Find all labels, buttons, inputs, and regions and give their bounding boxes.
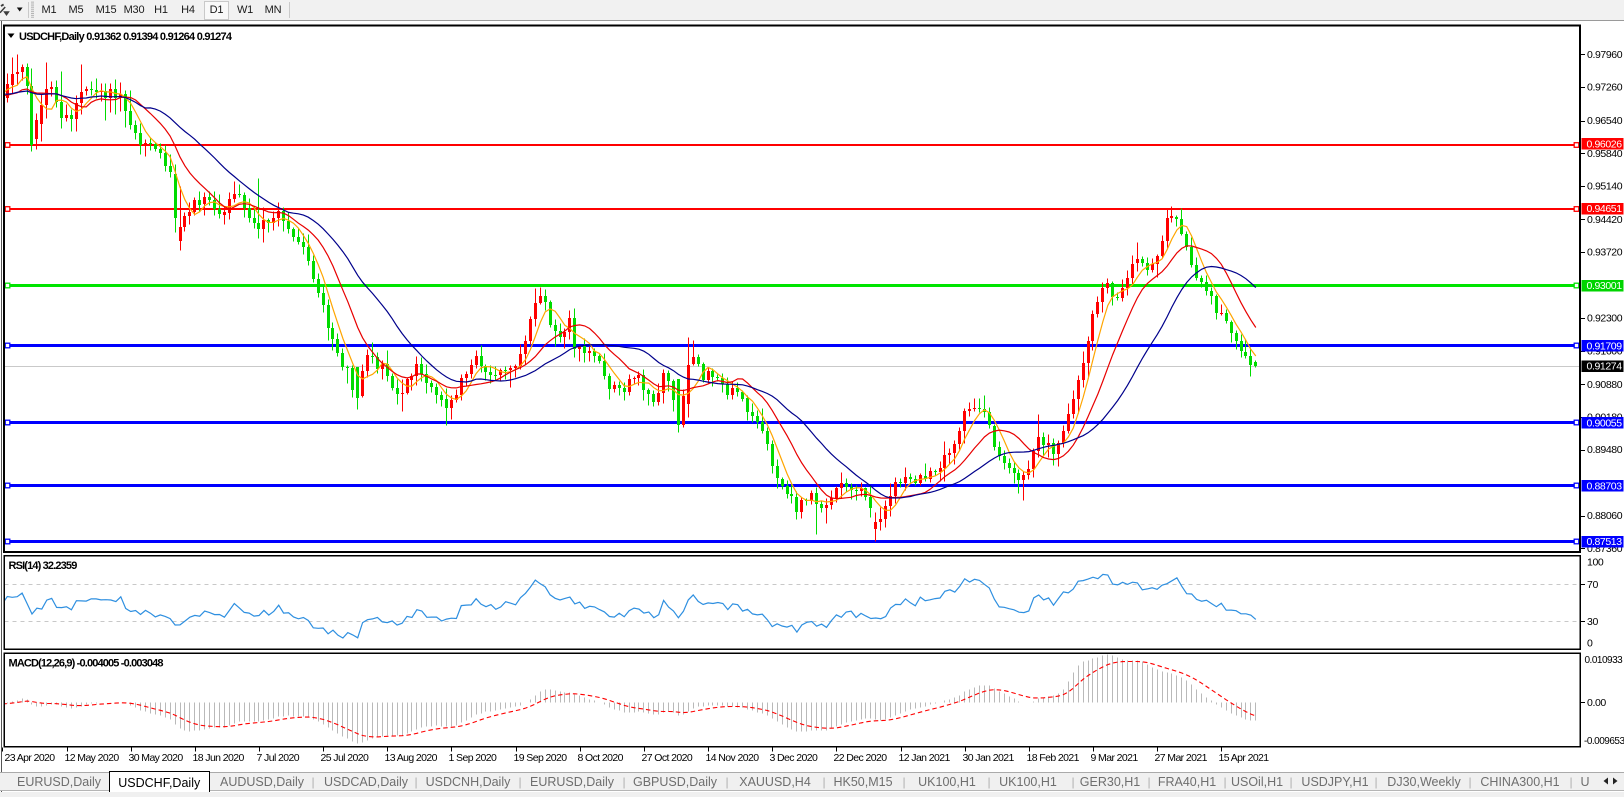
svg-text:0.88060: 0.88060	[1587, 510, 1623, 522]
svg-text:0.00: 0.00	[1587, 697, 1606, 709]
svg-text:0.010933: 0.010933	[1585, 655, 1624, 666]
svg-text:0.97260: 0.97260	[1587, 82, 1623, 94]
svg-text:USDCHF,Daily 0.91362 0.91394: USDCHF,Daily 0.91362 0.91394 0.91264 0.9…	[19, 31, 233, 43]
svg-text:100: 100	[1587, 557, 1604, 569]
svg-text:30 Jan 2021: 30 Jan 2021	[963, 752, 1015, 764]
svg-text:0.91274: 0.91274	[1587, 361, 1623, 373]
svg-text:0: 0	[1587, 638, 1593, 650]
svg-text:0.90055: 0.90055	[1587, 418, 1623, 430]
svg-text:27 Mar 2021: 27 Mar 2021	[1155, 752, 1208, 764]
svg-text:0.90880: 0.90880	[1587, 379, 1623, 391]
svg-text:0.96026: 0.96026	[1587, 138, 1623, 150]
svg-text:7 Jul 2020: 7 Jul 2020	[257, 752, 300, 764]
svg-text:0.96540: 0.96540	[1587, 115, 1623, 127]
svg-text:0.94420: 0.94420	[1587, 214, 1623, 226]
svg-text:0.87513: 0.87513	[1587, 536, 1623, 548]
svg-text:RSI(14) 32.2359: RSI(14) 32.2359	[9, 560, 78, 572]
svg-text:12 May 2020: 12 May 2020	[65, 752, 120, 764]
svg-text:0.88703: 0.88703	[1587, 481, 1623, 493]
svg-text:0.93720: 0.93720	[1587, 247, 1623, 259]
svg-text:0.91709: 0.91709	[1587, 340, 1623, 352]
svg-text:13 Aug 2020: 13 Aug 2020	[385, 752, 438, 764]
svg-text:0.92300: 0.92300	[1587, 313, 1623, 325]
svg-text:19 Sep 2020: 19 Sep 2020	[514, 752, 568, 764]
svg-text:-0.009653: -0.009653	[1584, 736, 1624, 747]
svg-text:22 Dec 2020: 22 Dec 2020	[834, 752, 888, 764]
svg-text:9 Mar 2021: 9 Mar 2021	[1091, 752, 1139, 764]
svg-text:0.94651: 0.94651	[1587, 203, 1623, 215]
svg-text:25 Jul 2020: 25 Jul 2020	[321, 752, 369, 764]
svg-text:18 Feb 2021: 18 Feb 2021	[1027, 752, 1080, 764]
svg-text:27 Oct 2020: 27 Oct 2020	[642, 752, 693, 764]
svg-text:8 Oct 2020: 8 Oct 2020	[578, 752, 624, 764]
svg-text:0.95140: 0.95140	[1587, 180, 1623, 192]
svg-text:0.93001: 0.93001	[1587, 280, 1623, 292]
svg-text:30: 30	[1587, 616, 1598, 628]
svg-text:18 Jun 2020: 18 Jun 2020	[193, 752, 245, 764]
svg-text:0.97960: 0.97960	[1587, 49, 1623, 61]
svg-text:0.89480: 0.89480	[1587, 444, 1623, 456]
svg-text:15 Apr 2021: 15 Apr 2021	[1219, 752, 1270, 764]
svg-text:14 Nov 2020: 14 Nov 2020	[706, 752, 760, 764]
svg-text:1 Sep 2020: 1 Sep 2020	[449, 752, 497, 764]
svg-text:3 Dec 2020: 3 Dec 2020	[770, 752, 818, 764]
svg-text:0.95840: 0.95840	[1587, 148, 1623, 160]
svg-text:30 May 2020: 30 May 2020	[129, 752, 184, 764]
svg-text:70: 70	[1587, 579, 1598, 591]
svg-text:12 Jan 2021: 12 Jan 2021	[899, 752, 951, 764]
svg-text:MACD(12,26,9) -0.004005 -0.003: MACD(12,26,9) -0.004005 -0.003048	[9, 658, 164, 670]
svg-text:23 Apr 2020: 23 Apr 2020	[5, 752, 56, 764]
